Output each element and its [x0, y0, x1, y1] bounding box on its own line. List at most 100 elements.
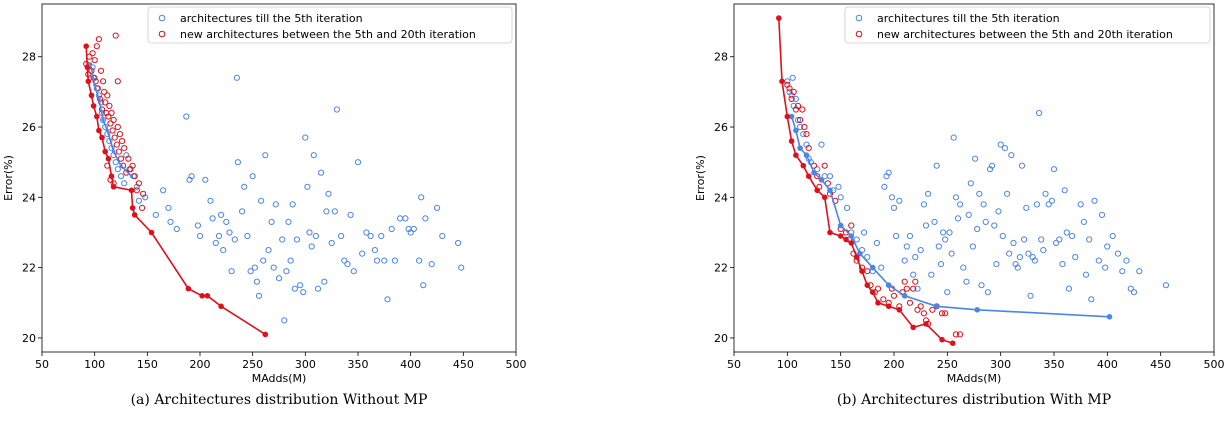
- y-tick-label: 26: [22, 121, 36, 134]
- data-point: [135, 180, 142, 187]
- pareto-front-point: [923, 321, 929, 327]
- data-point: [325, 190, 332, 197]
- data-point: [917, 303, 924, 310]
- data-point: [942, 236, 949, 243]
- x-tick-label: 400: [400, 358, 421, 371]
- pareto-front-point: [800, 162, 807, 169]
- legend: architectures till the 5th iteration new …: [147, 6, 513, 44]
- pareto-front-point: [185, 285, 192, 292]
- legend-box: [844, 6, 1211, 44]
- x-tick-label: 450: [1150, 358, 1171, 371]
- pareto-front-line: [790, 116, 1110, 318]
- data-point: [896, 197, 903, 204]
- data-point: [354, 159, 362, 166]
- data-point: [993, 261, 1000, 268]
- data-point: [997, 141, 1004, 148]
- data-point: [885, 169, 892, 176]
- data-point: [275, 275, 283, 282]
- data-point: [255, 292, 263, 299]
- pareto-front-line: [85, 46, 266, 336]
- data-point: [226, 229, 233, 236]
- data-point: [878, 264, 885, 271]
- data-point: [93, 43, 100, 50]
- data-point: [283, 268, 290, 275]
- data-point: [253, 278, 260, 285]
- data-point: [285, 218, 292, 225]
- pareto-front-point: [94, 113, 100, 120]
- data-point: [790, 88, 797, 96]
- data-point: [300, 289, 307, 296]
- data-point: [121, 180, 128, 187]
- data-point: [331, 208, 338, 215]
- pareto-front-point: [853, 254, 860, 260]
- pareto-front-point: [112, 150, 116, 154]
- data-point: [422, 215, 429, 222]
- data-point: [995, 208, 1002, 215]
- data-point: [940, 229, 947, 236]
- data-point: [397, 215, 404, 222]
- data-point: [1050, 166, 1058, 173]
- data-point: [167, 218, 174, 225]
- data-point: [920, 201, 928, 208]
- data-point: [207, 197, 214, 204]
- data-point: [455, 239, 462, 247]
- pareto-front-point: [939, 336, 945, 343]
- data-point: [341, 257, 348, 264]
- legend-entry: new architectures between the 5th and 20…: [180, 28, 476, 41]
- data-point: [952, 194, 960, 201]
- data-point: [265, 247, 272, 254]
- pareto-front-point: [204, 293, 211, 299]
- pareto-front-point: [910, 324, 916, 331]
- data-point: [119, 138, 126, 145]
- y-tick-label: 20: [714, 332, 728, 345]
- figure-caption: (a) Architectures distribution Without M…: [131, 392, 428, 408]
- data-point: [117, 155, 125, 162]
- data-point: [1127, 285, 1134, 292]
- legend-entry: new architectures between the 5th and 20…: [877, 28, 1173, 41]
- data-point: [95, 36, 103, 43]
- x-tick-label: 200: [190, 358, 211, 371]
- data-point: [965, 211, 972, 218]
- data-point: [864, 268, 871, 275]
- data-point: [323, 208, 330, 215]
- data-point: [914, 306, 921, 313]
- data-point: [1025, 250, 1032, 257]
- data-point: [835, 183, 842, 190]
- data-point: [223, 218, 230, 225]
- data-point: [378, 232, 385, 240]
- data-point: [976, 190, 983, 197]
- y-tick-label: 28: [714, 51, 728, 64]
- pareto-front-point: [101, 118, 105, 122]
- data-point: [196, 232, 204, 240]
- data-point: [903, 285, 910, 292]
- data-point: [950, 134, 957, 141]
- data-point: [314, 285, 322, 292]
- pareto-front-point: [102, 148, 108, 155]
- pareto-front-point: [814, 187, 820, 194]
- data-point: [104, 92, 111, 99]
- data-point: [363, 229, 370, 236]
- data-point: [1018, 162, 1026, 169]
- data-point: [935, 243, 942, 250]
- data-point: [1080, 218, 1088, 225]
- pareto-front-point: [131, 212, 138, 218]
- legend-entry: architectures till the 5th iteration: [877, 12, 1060, 25]
- x-tick-label: 150: [137, 358, 158, 371]
- x-tick-label: 250: [937, 358, 958, 371]
- data-point: [938, 310, 946, 317]
- data-point: [880, 296, 887, 303]
- data-point: [786, 85, 793, 92]
- pareto-front-point: [885, 282, 892, 289]
- legend-box: [147, 6, 513, 44]
- data-point: [1001, 145, 1009, 152]
- data-point: [139, 204, 146, 211]
- pareto-front-point: [837, 222, 844, 229]
- pareto-front-point: [933, 303, 940, 310]
- data-point: [989, 162, 996, 169]
- data-point: [1065, 285, 1073, 292]
- data-point: [371, 247, 378, 254]
- chart-panel-b: 50 100 150 200 250 300 350 400 450 500 20 22 24 26 28 M…: [694, 3, 1225, 408]
- data-point: [268, 218, 275, 225]
- data-point: [125, 155, 132, 162]
- data-point: [291, 285, 298, 292]
